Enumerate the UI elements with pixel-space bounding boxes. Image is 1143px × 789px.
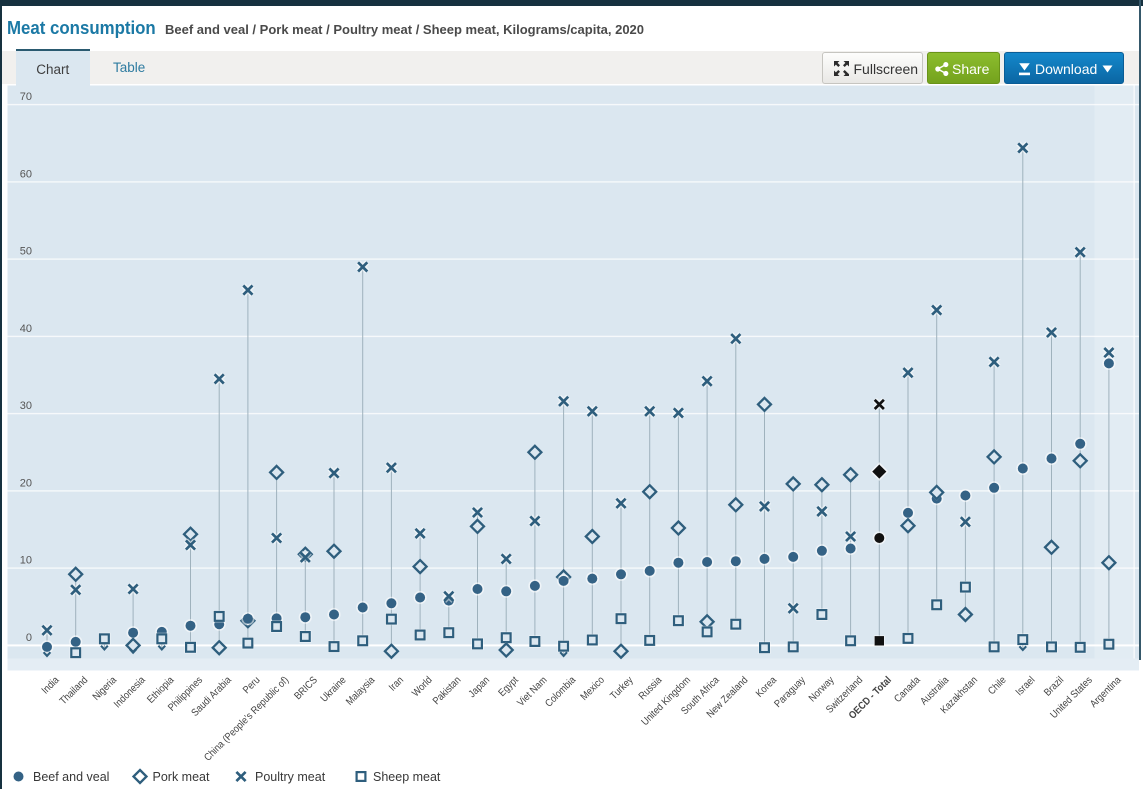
svg-text:Mexico: Mexico — [579, 674, 608, 703]
svg-text:Beef and veal: Beef and veal — [33, 770, 109, 784]
svg-text:Korea: Korea — [754, 674, 780, 700]
svg-text:World: World — [410, 674, 435, 699]
svg-text:Egypt: Egypt — [496, 674, 521, 699]
svg-text:0: 0 — [26, 632, 32, 644]
svg-text:Sheep meat: Sheep meat — [373, 770, 441, 784]
svg-text:40: 40 — [20, 323, 32, 335]
svg-text:India: India — [40, 674, 63, 697]
svg-text:Japan: Japan — [467, 674, 493, 700]
svg-text:Malaysia: Malaysia — [344, 674, 378, 708]
svg-text:Colombia: Colombia — [543, 674, 579, 710]
svg-text:Israel: Israel — [1014, 674, 1038, 698]
svg-text:30: 30 — [20, 400, 32, 412]
svg-text:60: 60 — [20, 168, 32, 180]
svg-text:10: 10 — [20, 555, 32, 567]
svg-text:Turkey: Turkey — [608, 674, 636, 702]
svg-text:Thailand: Thailand — [58, 674, 91, 707]
svg-text:Brazil: Brazil — [1042, 674, 1066, 698]
svg-text:BRICS: BRICS — [292, 674, 320, 702]
svg-text:Iran: Iran — [387, 674, 406, 693]
svg-text:Pork meat: Pork meat — [153, 770, 210, 784]
svg-text:Indonesia: Indonesia — [112, 674, 148, 710]
svg-text:Paraguay: Paraguay — [772, 674, 808, 710]
svg-text:50: 50 — [20, 246, 32, 258]
svg-text:Pakistan: Pakistan — [431, 674, 464, 707]
svg-text:Chile: Chile — [986, 674, 1009, 697]
svg-text:20: 20 — [20, 477, 32, 489]
svg-text:Poultry meat: Poultry meat — [255, 770, 326, 784]
svg-text:Peru: Peru — [241, 674, 263, 696]
svg-text:Argentina: Argentina — [1088, 674, 1124, 710]
svg-text:70: 70 — [20, 91, 32, 103]
